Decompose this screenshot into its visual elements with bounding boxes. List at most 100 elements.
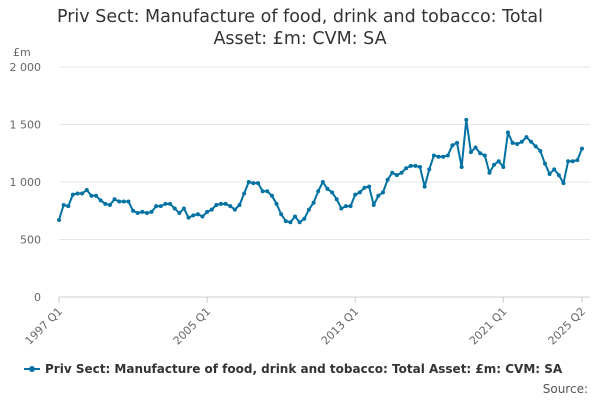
data-point[interactable]: [256, 181, 261, 186]
data-point[interactable]: [158, 204, 163, 209]
data-point[interactable]: [265, 189, 270, 194]
data-point[interactable]: [524, 135, 529, 140]
data-point[interactable]: [445, 153, 450, 158]
data-point[interactable]: [464, 117, 469, 122]
data-point[interactable]: [418, 165, 423, 170]
data-point[interactable]: [529, 139, 534, 144]
data-point[interactable]: [580, 146, 584, 151]
data-point[interactable]: [404, 166, 409, 171]
data-point[interactable]: [112, 197, 117, 202]
data-point[interactable]: [228, 204, 233, 209]
data-point[interactable]: [288, 220, 293, 225]
data-point[interactable]: [274, 201, 279, 206]
data-point[interactable]: [478, 151, 483, 156]
data-point[interactable]: [103, 201, 108, 206]
data-point[interactable]: [246, 180, 251, 184]
data-point[interactable]: [487, 170, 492, 175]
data-point[interactable]: [362, 185, 367, 190]
data-point[interactable]: [117, 199, 122, 204]
data-point[interactable]: [547, 171, 552, 176]
data-point[interactable]: [515, 142, 520, 147]
data-point[interactable]: [135, 211, 140, 216]
data-point[interactable]: [408, 163, 413, 168]
data-point[interactable]: [367, 184, 372, 189]
data-point[interactable]: [297, 220, 302, 225]
data-point[interactable]: [75, 191, 80, 196]
data-point[interactable]: [561, 181, 566, 186]
data-point[interactable]: [168, 201, 173, 206]
data-point[interactable]: [126, 199, 131, 204]
data-point[interactable]: [98, 198, 103, 203]
data-point[interactable]: [538, 148, 543, 153]
data-point[interactable]: [205, 209, 210, 214]
data-point[interactable]: [482, 153, 487, 158]
data-point[interactable]: [107, 203, 112, 207]
data-point[interactable]: [371, 203, 376, 207]
data-point[interactable]: [177, 211, 182, 216]
data-point[interactable]: [260, 189, 265, 194]
data-point[interactable]: [302, 216, 307, 221]
data-point[interactable]: [283, 219, 288, 224]
data-point[interactable]: [70, 192, 75, 197]
data-point[interactable]: [80, 191, 85, 196]
data-point[interactable]: [556, 173, 561, 178]
data-point[interactable]: [154, 204, 159, 209]
data-point[interactable]: [121, 199, 126, 204]
data-point[interactable]: [223, 201, 228, 206]
data-point[interactable]: [200, 214, 205, 219]
data-point[interactable]: [149, 209, 154, 214]
data-point[interactable]: [450, 143, 455, 148]
data-point[interactable]: [140, 209, 145, 214]
data-point[interactable]: [61, 203, 66, 207]
data-point[interactable]: [422, 184, 427, 189]
data-point[interactable]: [399, 170, 404, 175]
data-point[interactable]: [552, 167, 557, 172]
data-point[interactable]: [251, 181, 256, 186]
data-point[interactable]: [144, 211, 149, 216]
data-point[interactable]: [311, 200, 316, 205]
data-point[interactable]: [566, 159, 571, 164]
data-point[interactable]: [94, 193, 99, 198]
data-point[interactable]: [455, 140, 460, 145]
data-point[interactable]: [269, 193, 274, 198]
data-point[interactable]: [339, 206, 344, 211]
data-point[interactable]: [542, 161, 547, 166]
data-point[interactable]: [431, 153, 436, 158]
data-point[interactable]: [357, 190, 362, 195]
data-point[interactable]: [427, 167, 432, 172]
data-point[interactable]: [195, 212, 200, 217]
data-point[interactable]: [468, 150, 473, 155]
data-point[interactable]: [510, 140, 515, 145]
data-point[interactable]: [181, 206, 186, 211]
data-point[interactable]: [496, 159, 501, 164]
data-point[interactable]: [209, 207, 214, 212]
data-point[interactable]: [163, 201, 168, 206]
data-point[interactable]: [232, 207, 237, 212]
data-point[interactable]: [237, 203, 242, 207]
data-point[interactable]: [348, 204, 353, 209]
data-point[interactable]: [413, 163, 418, 168]
data-point[interactable]: [533, 144, 538, 149]
data-point[interactable]: [325, 186, 330, 191]
data-point[interactable]: [218, 201, 223, 206]
data-point[interactable]: [186, 215, 191, 220]
data-point[interactable]: [492, 162, 497, 167]
data-point[interactable]: [353, 192, 358, 197]
data-point[interactable]: [441, 154, 446, 159]
data-point[interactable]: [279, 212, 284, 217]
data-point[interactable]: [334, 197, 339, 202]
data-point[interactable]: [330, 190, 335, 195]
data-point[interactable]: [242, 191, 247, 196]
data-point[interactable]: [394, 173, 399, 178]
data-point[interactable]: [293, 214, 298, 219]
data-point[interactable]: [320, 180, 325, 184]
data-point[interactable]: [380, 190, 385, 195]
data-point[interactable]: [191, 213, 196, 218]
data-point[interactable]: [459, 165, 464, 170]
data-point[interactable]: [575, 158, 580, 163]
data-point[interactable]: [131, 208, 136, 213]
data-point[interactable]: [89, 193, 94, 198]
data-point[interactable]: [473, 145, 478, 150]
data-point[interactable]: [505, 130, 510, 135]
data-point[interactable]: [436, 154, 441, 159]
